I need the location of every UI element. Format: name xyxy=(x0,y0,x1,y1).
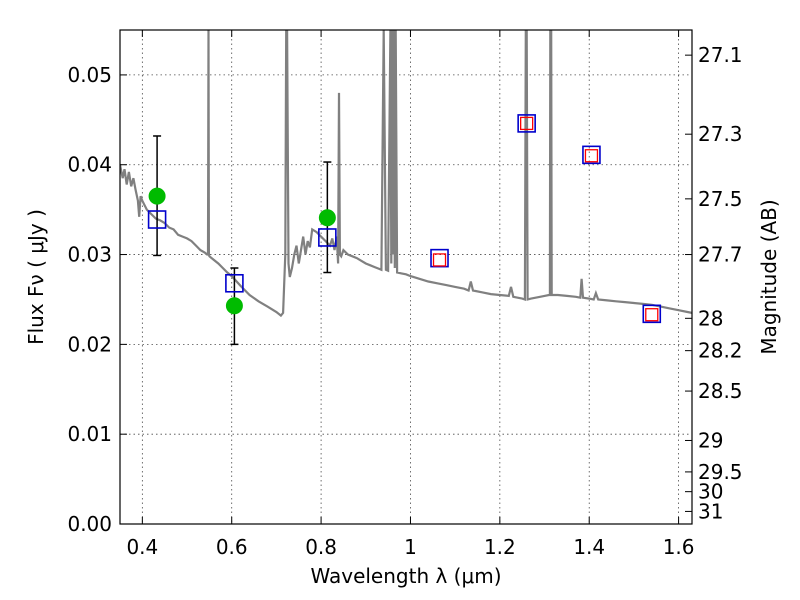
observed-photometry-point xyxy=(225,297,243,315)
x-tick-label: 1.6 xyxy=(663,535,695,559)
x-tick-label: 0.4 xyxy=(126,535,158,559)
observed-photometry-point xyxy=(148,187,166,205)
model-photometry-square xyxy=(318,228,337,247)
plot-frame xyxy=(119,29,693,525)
grid xyxy=(120,30,692,525)
model-photometry-square xyxy=(517,114,536,133)
right-tick-label: 28.2 xyxy=(698,339,743,363)
x-axis-label: Wavelength λ (μm) xyxy=(310,564,501,588)
x-tick-label: 1.4 xyxy=(573,535,605,559)
right-tick-label: 27.3 xyxy=(698,122,743,146)
y-tick-label: 0.02 xyxy=(67,332,112,356)
right-tick-label: 31 xyxy=(698,499,723,523)
right-tick-label: 30 xyxy=(698,480,723,504)
y-tick-label: 0.05 xyxy=(67,63,112,87)
model-spectrum xyxy=(120,30,692,318)
model-photometry-square xyxy=(430,248,449,268)
right-tick-label: 27.7 xyxy=(698,243,743,267)
photometry-points xyxy=(147,114,662,346)
observed-photometry-point xyxy=(318,209,336,227)
model-photometry-inner-square xyxy=(432,253,447,267)
y-tick-label: 0.04 xyxy=(67,153,112,177)
right-tick-label: 27.1 xyxy=(698,43,743,67)
model-photometry-inner-square xyxy=(584,149,599,163)
axis-ticks: 0.4 0.6 0.8 1 1.2 1.4 1.6 0.00 0.01 0.02 0.03 0.04 0… xyxy=(67,30,743,559)
right-tick-label: 29.5 xyxy=(698,460,743,484)
model-photometry-square xyxy=(147,210,167,229)
right-tick-label: 29 xyxy=(698,428,723,452)
right-tick-label: 27.5 xyxy=(698,187,743,211)
model-photometry-square xyxy=(225,273,244,293)
x-tick-label: 1 xyxy=(404,535,417,559)
x-tick-label: 0.8 xyxy=(305,535,337,559)
right-tick-label: 28 xyxy=(698,306,723,330)
model-photometry-square xyxy=(582,145,601,165)
right-tick-label: 28.5 xyxy=(698,379,743,403)
y-tick-label: 0.03 xyxy=(67,243,112,267)
model-photometry-inner-square xyxy=(645,308,659,322)
x-tick-label: 1.2 xyxy=(484,535,516,559)
spectrum-line xyxy=(120,30,692,318)
x-tick-label: 0.6 xyxy=(216,535,248,559)
model-photometry-square xyxy=(642,304,662,324)
y-tick-label: 0.00 xyxy=(67,512,112,536)
y-axis-right-label: Magnitude (AB) xyxy=(757,199,781,354)
y-axis-label: Flux Fν ( μJy ) xyxy=(24,209,48,345)
model-photometry-inner-square xyxy=(520,116,534,131)
y-tick-label: 0.01 xyxy=(67,422,112,446)
